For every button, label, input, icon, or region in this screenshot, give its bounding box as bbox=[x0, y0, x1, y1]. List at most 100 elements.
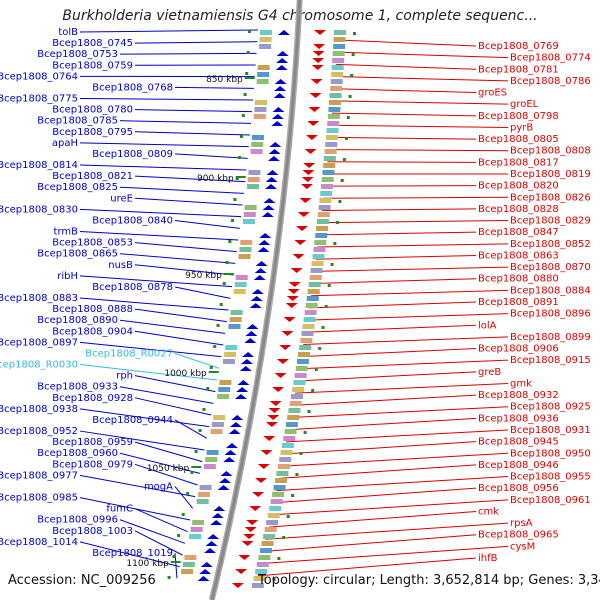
reverse-gene-arrow bbox=[249, 303, 262, 308]
cog-block bbox=[290, 394, 303, 399]
label-lines-layer bbox=[79, 29, 509, 579]
cog-block bbox=[267, 513, 280, 518]
left-gene-label: Bcep1808_0979 bbox=[52, 459, 133, 470]
reverse-gene-arrow bbox=[210, 520, 223, 525]
right-gene-label: Bcep1808_0774 bbox=[510, 53, 591, 64]
left-gene-label: Bcep1808_0938 bbox=[0, 404, 78, 415]
forward-gene-arrow bbox=[269, 401, 282, 406]
cog-block bbox=[263, 534, 276, 539]
label-leader-line bbox=[334, 76, 509, 82]
label-leader-line bbox=[79, 541, 180, 568]
gc-marker bbox=[342, 158, 346, 161]
forward-gene-arrow bbox=[296, 226, 309, 231]
left-gene-label: Bcep1808_R0030 bbox=[0, 360, 78, 371]
label-leader-line bbox=[119, 186, 244, 194]
reverse-gene-arrow bbox=[275, 65, 288, 70]
left-gene-label: ribH bbox=[57, 271, 78, 282]
forward-gene-arrow bbox=[272, 387, 285, 392]
label-leader-line bbox=[119, 253, 236, 264]
label-leader-line bbox=[134, 41, 258, 44]
labels-layer: tolBBcep1808_0745Bcep1808_0753Bcep1808_0… bbox=[0, 27, 591, 564]
cog-block bbox=[276, 471, 289, 476]
reverse-gene-arrow bbox=[237, 380, 250, 385]
label-leader-line bbox=[301, 348, 477, 358]
left-gene-label: Bcep1808_0890 bbox=[37, 315, 118, 326]
cog-block bbox=[256, 562, 269, 567]
forward-gene-arrow bbox=[283, 317, 296, 322]
left-gene-label: Bcep1808_0830 bbox=[0, 204, 78, 215]
label-leader-line bbox=[295, 382, 509, 394]
gc-marker bbox=[190, 471, 194, 474]
right-gene-label: Bcep1808_0805 bbox=[478, 134, 559, 145]
forward-gene-arrow bbox=[288, 282, 301, 287]
label-leader-line bbox=[333, 88, 477, 94]
gc-marker bbox=[286, 515, 290, 518]
scale-label: 900 kbp bbox=[197, 174, 234, 184]
reverse-gene-arrow bbox=[259, 233, 272, 238]
label-leader-line bbox=[331, 112, 477, 117]
label-leader-line bbox=[79, 275, 233, 288]
cog-block bbox=[323, 156, 336, 161]
forward-gene-arrow bbox=[285, 303, 298, 308]
right-gene-label: Bcep1808_0906 bbox=[478, 344, 559, 355]
label-leader-line bbox=[278, 464, 477, 479]
label-leader-line bbox=[79, 208, 242, 218]
reverse-gene-arrow bbox=[269, 142, 282, 147]
cog-block bbox=[327, 121, 340, 126]
label-leader-line bbox=[268, 510, 477, 528]
forward-gene-arrow bbox=[287, 289, 300, 294]
cog-block bbox=[206, 450, 219, 455]
cog-block bbox=[330, 79, 343, 84]
cog-block bbox=[238, 254, 251, 259]
label-leader-line bbox=[134, 264, 234, 276]
left-gene-label: fumC bbox=[106, 504, 133, 515]
label-leader-line bbox=[134, 330, 224, 346]
label-leader-line bbox=[330, 124, 509, 128]
cog-block bbox=[254, 107, 267, 112]
right-gene-label: Bcep1808_0932 bbox=[478, 390, 559, 401]
label-leader-line bbox=[336, 51, 509, 59]
reverse-gene-arrow bbox=[274, 79, 287, 84]
gc-marker bbox=[186, 492, 190, 495]
cog-block bbox=[280, 450, 293, 455]
right-gene-label: Bcep1808_0817 bbox=[478, 157, 559, 168]
left-gene-label: Bcep1808_0775 bbox=[0, 94, 78, 105]
cog-block bbox=[333, 44, 346, 49]
right-gene-label: Bcep1808_0891 bbox=[478, 297, 559, 308]
cog-block bbox=[259, 37, 272, 42]
gc-marker bbox=[348, 95, 352, 98]
left-gene-label: Bcep1808_0933 bbox=[37, 382, 118, 393]
cog-block bbox=[300, 338, 313, 343]
cog-block bbox=[308, 282, 321, 287]
reverse-gene-arrow bbox=[220, 471, 233, 476]
cog-block bbox=[329, 93, 342, 98]
forward-gene-arrow bbox=[304, 149, 317, 154]
cog-block bbox=[235, 275, 248, 280]
label-leader-line bbox=[276, 476, 509, 492]
cog-block bbox=[294, 373, 307, 378]
right-gene-label: Bcep1808_0829 bbox=[510, 216, 591, 227]
cog-block bbox=[218, 387, 231, 392]
left-gene-label: rph bbox=[116, 371, 133, 382]
label-leader-line bbox=[119, 386, 214, 404]
forward-gene-arrow bbox=[305, 135, 318, 140]
label-leader-line bbox=[307, 313, 509, 321]
cog-block bbox=[255, 100, 268, 105]
cog-block bbox=[328, 107, 341, 112]
right-gene-label: cysM bbox=[510, 541, 535, 552]
forward-gene-arrow bbox=[241, 541, 254, 546]
label-leader-line bbox=[303, 336, 509, 345]
label-leader-line bbox=[260, 545, 509, 565]
label-leader-line bbox=[174, 486, 194, 509]
forward-gene-arrow bbox=[308, 107, 321, 112]
cog-block bbox=[283, 436, 296, 441]
cog-block bbox=[248, 170, 261, 175]
gc-marker bbox=[246, 51, 250, 54]
label-leader-line bbox=[134, 397, 212, 416]
gc-marker bbox=[295, 473, 299, 476]
left-gene-label: Bcep1808_0883 bbox=[0, 293, 78, 304]
label-leader-line bbox=[335, 63, 477, 70]
cog-block bbox=[311, 261, 324, 266]
label-leader-line bbox=[174, 286, 231, 299]
label-leader-line bbox=[79, 297, 229, 311]
